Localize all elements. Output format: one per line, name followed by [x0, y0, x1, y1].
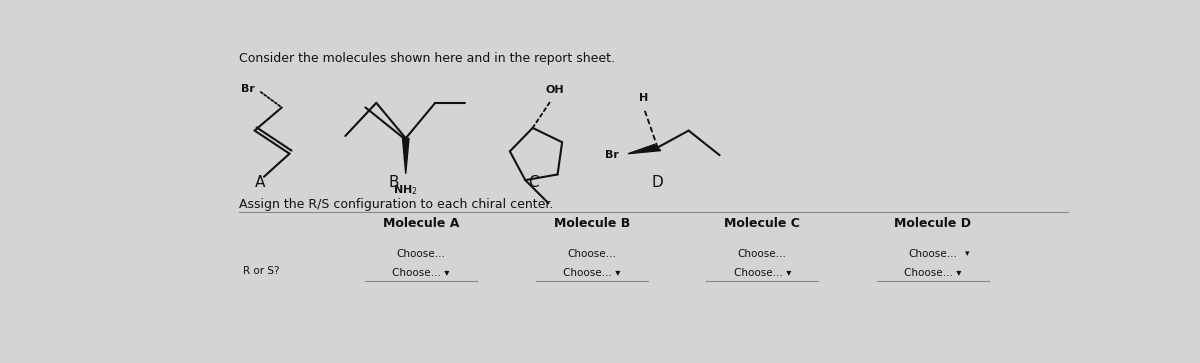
Text: Choose…: Choose…: [738, 249, 787, 259]
Text: Choose…: Choose…: [397, 249, 445, 259]
Text: A: A: [254, 175, 265, 191]
Text: Br: Br: [241, 84, 256, 94]
Text: ▾: ▾: [965, 249, 970, 258]
Text: D: D: [652, 175, 664, 191]
Text: Choose…: Choose…: [908, 249, 958, 259]
Text: Choose… ▾: Choose… ▾: [392, 268, 450, 278]
Text: Choose… ▾: Choose… ▾: [563, 268, 620, 278]
Text: Molecule C: Molecule C: [725, 217, 800, 230]
Text: C: C: [528, 175, 539, 191]
Text: OH: OH: [545, 85, 564, 95]
Text: Choose… ▾: Choose… ▾: [904, 268, 961, 278]
Text: Choose…: Choose…: [568, 249, 617, 259]
Text: Molecule B: Molecule B: [553, 217, 630, 230]
Text: NH$_2$: NH$_2$: [394, 183, 418, 197]
Text: Choose… ▾: Choose… ▾: [733, 268, 791, 278]
Text: Molecule D: Molecule D: [894, 217, 971, 230]
Text: R or S?: R or S?: [242, 266, 280, 276]
Polygon shape: [628, 144, 661, 154]
Polygon shape: [402, 138, 409, 174]
Text: Br: Br: [605, 150, 619, 160]
Text: Assign the R/S configuration to each chiral center.: Assign the R/S configuration to each chi…: [239, 198, 553, 211]
Text: Consider the molecules shown here and in the report sheet.: Consider the molecules shown here and in…: [239, 52, 616, 65]
Text: H: H: [640, 93, 648, 103]
Text: B: B: [389, 175, 400, 191]
Text: Molecule A: Molecule A: [383, 217, 460, 230]
